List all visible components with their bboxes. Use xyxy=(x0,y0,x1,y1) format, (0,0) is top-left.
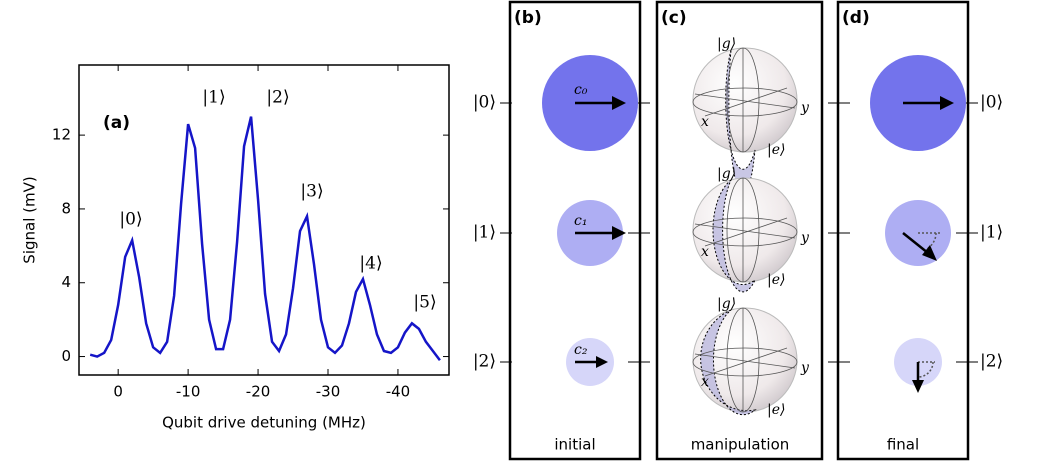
bloch-label: x xyxy=(701,244,709,260)
bloch-label: |g⟩ xyxy=(717,166,736,182)
x-tick-label: -10 xyxy=(176,383,201,401)
peak-label: |0⟩ xyxy=(119,210,142,230)
coefficient: c₁ xyxy=(574,213,587,229)
coefficient: c₀ xyxy=(574,82,588,98)
bloch-label: y xyxy=(800,100,810,116)
panel-box xyxy=(836,0,970,461)
peak-label: |2⟩ xyxy=(266,88,289,108)
bloch-label: |e⟩ xyxy=(767,402,785,418)
panel-caption: final xyxy=(887,436,919,454)
bloch-label: y xyxy=(800,360,810,376)
peak-label: |4⟩ xyxy=(359,254,382,274)
peak-label: |5⟩ xyxy=(413,293,436,313)
panel-label: (b) xyxy=(514,8,542,28)
bloch-label: |e⟩ xyxy=(767,142,785,158)
ket-label: |2⟩ xyxy=(473,352,496,372)
equator xyxy=(692,87,798,117)
panel-label: (c) xyxy=(661,8,687,28)
panel-caption: initial xyxy=(554,436,595,454)
axis xyxy=(694,93,796,109)
axis xyxy=(704,87,788,117)
bloch-label: y xyxy=(800,230,810,246)
coefficient: c₂ xyxy=(574,342,588,358)
panel-label: (a) xyxy=(103,113,130,133)
state-surface xyxy=(725,49,756,195)
arrows xyxy=(902,101,943,383)
x-tick-label: -20 xyxy=(246,383,271,401)
axis xyxy=(704,217,788,247)
arrow-heads xyxy=(596,96,626,368)
arrow-heads xyxy=(912,96,954,393)
bloch-spheres: |g⟩ |e⟩ x y |g⟩ |e⟩ x y |g⟩ |e⟩ x y xyxy=(692,36,810,418)
panel-box xyxy=(655,0,824,461)
state-surface xyxy=(700,309,757,416)
y-tick-label: 12 xyxy=(52,126,71,144)
ket-label: |0⟩ xyxy=(473,93,496,113)
ket-label: |0⟩ xyxy=(980,93,1003,113)
panel-caption: manipulation xyxy=(691,436,790,454)
axis xyxy=(704,347,788,377)
axis xyxy=(694,353,796,369)
bloch-label: |e⟩ xyxy=(767,272,785,288)
ket-label: |1⟩ xyxy=(980,223,1003,243)
ket-label: |1⟩ xyxy=(473,223,496,243)
x-tick-label: 0 xyxy=(113,383,123,401)
x-tick-label: -30 xyxy=(316,383,341,401)
bloch-label: x xyxy=(701,114,709,130)
bloch-label: |g⟩ xyxy=(717,296,736,312)
plot-frame xyxy=(78,64,450,376)
y-tick-label: 4 xyxy=(61,273,71,291)
y-axis-label: Signal (mV) xyxy=(21,176,39,263)
bloch-label: x xyxy=(701,374,709,390)
equator xyxy=(692,217,798,247)
peak-label: |3⟩ xyxy=(300,182,323,202)
sphere xyxy=(692,177,798,283)
y-tick-label: 8 xyxy=(61,199,71,217)
axis xyxy=(694,223,796,239)
signal-line xyxy=(89,116,441,361)
x-axis-label: Qubit drive detuning (MHz) xyxy=(162,414,366,432)
panel-label: (d) xyxy=(842,8,870,28)
state-surface xyxy=(712,179,756,293)
ket-label: |2⟩ xyxy=(980,352,1003,372)
sphere xyxy=(692,47,798,153)
bloch-label: |g⟩ xyxy=(717,36,736,52)
x-tick-label: -40 xyxy=(386,383,411,401)
panel-box xyxy=(508,0,642,461)
y-tick-label: 0 xyxy=(61,347,71,365)
equator xyxy=(692,347,798,377)
arrows xyxy=(575,101,615,364)
peak-label: |1⟩ xyxy=(202,88,225,108)
